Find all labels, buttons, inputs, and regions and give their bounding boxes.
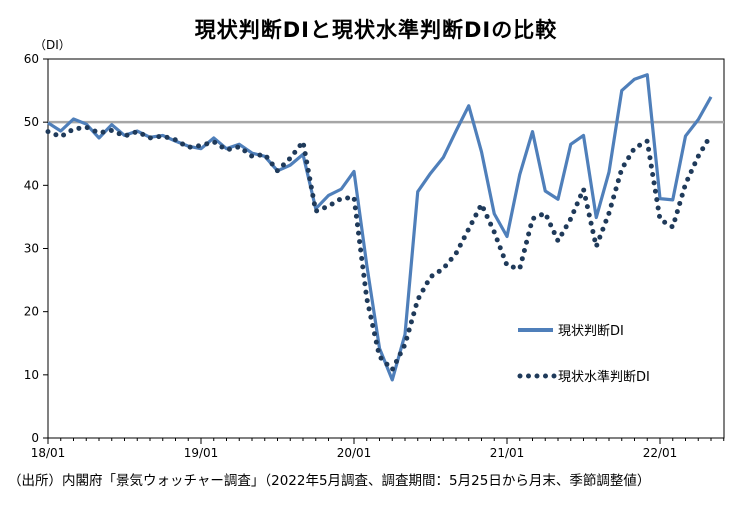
y-axis-unit: （DI） [34, 38, 71, 52]
series-genjo-suijun [45, 124, 714, 373]
x-tick-label: 21/01 [490, 446, 525, 460]
x-tick-label: 22/01 [643, 446, 678, 460]
series-line [45, 124, 714, 373]
y-tick-label: 50 [24, 115, 39, 129]
y-tick-label: 40 [24, 178, 39, 192]
x-tick-label: 20/01 [337, 446, 372, 460]
chart-title: 現状判断DIと現状水準判断DIの比較 [194, 18, 558, 42]
y-tick-label: 60 [24, 52, 39, 66]
chart-plot: 0 10 20 30 40 50 60 18/01 19/01 20/01 21/01 22/01 現状… [24, 52, 725, 460]
y-tick-label: 30 [24, 242, 39, 256]
y-tick-label: 20 [24, 305, 39, 319]
source-note: （出所）内閣府「景気ウォッチャー調査」（2022年5月調査、調査期間：5月25日… [8, 473, 651, 489]
legend-label: 現状水準判断DI [558, 369, 650, 385]
x-tick-label: 19/01 [184, 446, 219, 460]
y-tick-label: 10 [24, 368, 39, 382]
legend-entry: 現状水準判断DI [517, 369, 650, 385]
y-tick-label: 0 [31, 431, 39, 445]
legend-entry: 現状判断DI [518, 324, 624, 339]
legend-label: 現状判断DI [558, 324, 624, 339]
x-tick-label: 18/01 [31, 446, 66, 460]
